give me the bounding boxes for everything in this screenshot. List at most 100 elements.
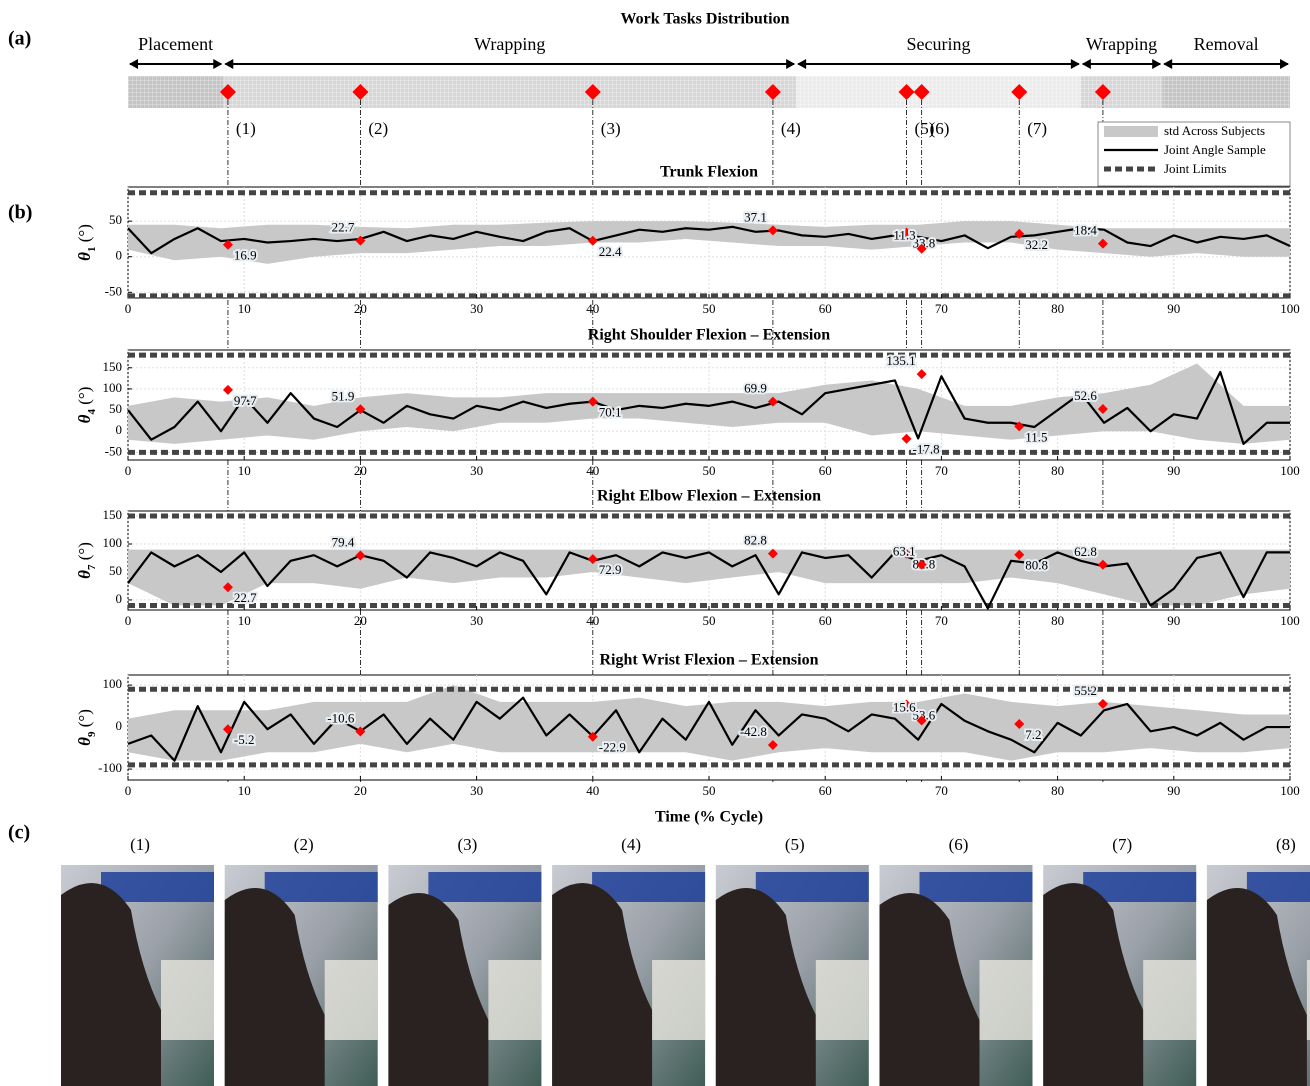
y-label-symbol: θ (75, 414, 94, 423)
highlight-marker (222, 582, 233, 593)
highlight-label: 16.9 (234, 248, 257, 263)
event-marker (1011, 84, 1028, 100)
y-tick-label: 50 (109, 563, 122, 578)
x-tick-label: 30 (470, 783, 483, 798)
legend-label: std Across Subjects (1164, 123, 1265, 138)
highlight-marker (767, 740, 778, 751)
y-tick-label: 100 (103, 676, 123, 691)
photo-person (388, 892, 489, 1086)
task-label: Placement (138, 34, 213, 54)
chart-title: Right Wrist Flexion – Extension (600, 652, 819, 669)
photo-panel (979, 960, 1033, 1040)
legend-label: Joint Angle Sample (1164, 142, 1266, 157)
std-band (128, 685, 1290, 761)
y-axis-label: θ4 (°) (75, 387, 98, 424)
x-tick-label: 80 (1051, 783, 1064, 798)
highlight-marker (916, 369, 927, 380)
y-tick-label: 0 (116, 422, 123, 437)
joint-angle-line (127, 225, 1291, 255)
x-tick-label: 0 (125, 613, 132, 628)
panel-label: (a) (8, 28, 31, 50)
highlight-marker (355, 404, 366, 415)
x-tick-label: 40 (586, 301, 599, 316)
joint-angle-line (127, 696, 1290, 762)
event-label: (5) (915, 119, 935, 138)
x-tick-label: 20 (354, 463, 367, 478)
highlight-label: 22.7 (234, 590, 257, 605)
x-tick-label: 10 (238, 783, 251, 798)
joint-angle-line (127, 551, 1290, 610)
x-tick-label: 60 (819, 613, 832, 628)
y-axis-label: θ1 (°) (75, 224, 98, 261)
highlight-marker (916, 243, 927, 254)
photo-person (552, 883, 653, 1086)
event-marker (764, 84, 781, 100)
highlight-marker (1097, 559, 1108, 570)
highlight-marker (1097, 698, 1108, 709)
y-tick-label: -100 (98, 760, 122, 775)
panel-label: (b) (8, 202, 32, 224)
highlight-marker (1014, 549, 1025, 560)
legend-swatch (1104, 126, 1158, 137)
highlight-marker (355, 726, 366, 737)
highlight-marker (901, 548, 912, 559)
x-tick-label: 80 (1051, 301, 1064, 316)
task-label: Securing (907, 34, 971, 54)
y-axis-label: θ9 (°) (75, 709, 98, 746)
highlight-label: 7.2 (1025, 727, 1041, 742)
highlight-marker (1014, 421, 1025, 432)
x-tick-label: 90 (1167, 301, 1180, 316)
event-marker (584, 84, 601, 100)
y-tick-label: 150 (103, 507, 123, 522)
highlight-marker (916, 715, 927, 726)
tasks-title: Work Tasks Distribution (621, 11, 790, 28)
x-tick-label: 90 (1167, 613, 1180, 628)
photos (61, 865, 1310, 1086)
highlight-marker (355, 235, 366, 246)
x-tick-label: 50 (703, 613, 716, 628)
event-label: (1) (236, 119, 256, 138)
y-tick-label: 100 (103, 380, 123, 395)
highlight-label: 97.7 (234, 393, 257, 408)
highlight-marker (355, 550, 366, 561)
task-texture (1162, 76, 1290, 108)
x-tick-label: 90 (1167, 783, 1180, 798)
y-tick-label: 50 (109, 212, 122, 227)
event-marker (913, 84, 930, 100)
photo-panel (1306, 960, 1310, 1040)
photo-person (1043, 883, 1144, 1086)
x-tick-label: 80 (1051, 613, 1064, 628)
photo-panel (488, 960, 542, 1040)
highlight-label: 52.6 (1074, 388, 1097, 403)
highlight-label: 82.8 (744, 533, 767, 548)
x-tick-label: 40 (586, 783, 599, 798)
y-label-unit: (°) (75, 709, 94, 731)
highlight-marker (1097, 403, 1108, 414)
x-tick-label: 70 (935, 301, 948, 316)
highlight-marker (222, 724, 233, 735)
x-tick-label: 90 (1167, 463, 1180, 478)
x-tick-label: 30 (470, 301, 483, 316)
panel-label: (c) (8, 822, 30, 844)
y-tick-label: -50 (105, 283, 122, 298)
event-marker (898, 84, 915, 100)
event-label: (7) (1027, 119, 1047, 138)
x-tick-label: 10 (238, 613, 251, 628)
y-tick-label: 0 (116, 248, 123, 263)
highlight-label: 62.8 (1074, 544, 1097, 559)
highlight-marker (901, 699, 912, 710)
x-axis-label: Time (% Cycle) (655, 809, 763, 826)
highlight-label: 37.1 (744, 209, 767, 224)
event-label: (2) (368, 119, 388, 138)
highlight-marker (767, 548, 778, 559)
photo-person (715, 888, 816, 1086)
event-marker (352, 84, 369, 100)
highlight-label: 51.9 (332, 388, 355, 403)
highlight-marker (767, 225, 778, 236)
highlight-marker (901, 433, 912, 444)
x-tick-label: 40 (586, 613, 599, 628)
y-tick-label: 50 (109, 401, 122, 416)
x-tick-label: 50 (703, 783, 716, 798)
highlight-marker (1014, 719, 1025, 730)
